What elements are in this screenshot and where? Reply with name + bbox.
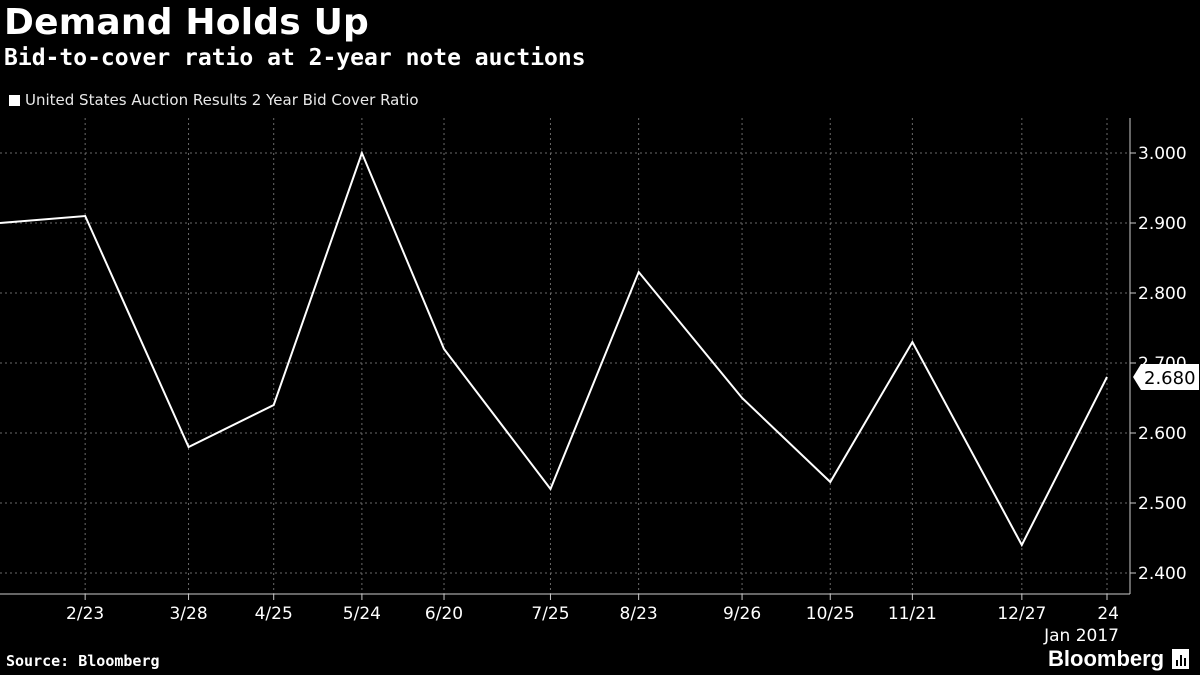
- x-tick-label: 9/26: [723, 604, 761, 624]
- x-tick-label: 12/27: [997, 604, 1046, 624]
- x-tick-label: 2/23: [66, 604, 104, 624]
- x-tick-label: 11/21: [888, 604, 937, 624]
- legend: United States Auction Results 2 Year Bid…: [9, 91, 419, 109]
- x-tick-label: 3/28: [169, 604, 207, 624]
- bar-chart-icon: [1172, 649, 1190, 669]
- y-tick-label: 2.800: [1138, 284, 1187, 304]
- last-value-badge: [1133, 364, 1199, 390]
- x-year-label: Jan 2017: [1043, 626, 1119, 646]
- y-tick-label: 2.900: [1138, 214, 1187, 234]
- y-tick-label: 3.000: [1138, 144, 1187, 164]
- x-tick-label: 10/25: [806, 604, 855, 624]
- legend-swatch: [9, 94, 20, 106]
- x-tick-label: 4/25: [255, 604, 293, 624]
- source-note: Source: Bloomberg: [6, 652, 160, 670]
- y-tick-label: 2.600: [1138, 424, 1187, 444]
- last-value-label: 2.680: [1144, 368, 1196, 389]
- y-tick-label: 2.400: [1138, 564, 1187, 584]
- legend-label: United States Auction Results 2 Year Bid…: [25, 91, 419, 109]
- x-tick-label: 6/20: [425, 604, 463, 624]
- bloomberg-logo: Bloomberg: [1048, 646, 1190, 672]
- series-line: [0, 150, 1108, 548]
- y-tick-label: 2.500: [1138, 494, 1187, 514]
- x-tick-label: 7/25: [531, 604, 569, 624]
- brand-name: Bloomberg: [1048, 646, 1165, 671]
- x-tick-label: 8/23: [620, 604, 658, 624]
- chart-subtitle: Bid-to-cover ratio at 2-year note auctio…: [4, 45, 586, 71]
- x-tick-label: 24: [1097, 604, 1119, 624]
- x-tick-label: 5/24: [343, 604, 381, 624]
- chart-title: Demand Holds Up: [4, 2, 369, 43]
